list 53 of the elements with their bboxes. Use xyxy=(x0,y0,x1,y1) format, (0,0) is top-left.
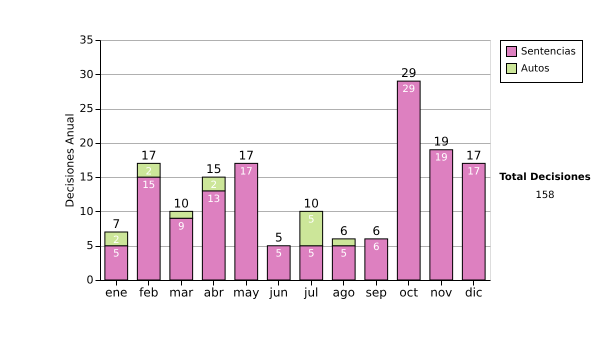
y-axis-title: Decisiones Anual xyxy=(64,113,77,208)
data-label: 5 xyxy=(308,248,314,260)
data-label: 6 xyxy=(373,242,380,253)
x-tick-label: jun xyxy=(268,286,288,300)
total-label: 10 xyxy=(304,196,319,210)
text: Total Decisiones xyxy=(499,172,591,183)
total-label: 19 xyxy=(434,134,449,149)
x-tick-label: ene xyxy=(105,286,128,300)
total-label: 6 xyxy=(372,224,380,238)
data-label: 5 xyxy=(308,214,314,226)
total-label: 17 xyxy=(141,148,156,162)
data-label: 2 xyxy=(113,235,120,246)
x-tick-label: abr xyxy=(204,286,224,300)
data-label: 5 xyxy=(276,248,282,260)
data-label: 9 xyxy=(178,221,184,232)
y-tick-label: 35 xyxy=(80,34,94,46)
total-label: 10 xyxy=(174,196,189,210)
data-label: 2 xyxy=(210,180,217,192)
total-label: 17 xyxy=(466,148,482,162)
y-tick-label: 0 xyxy=(86,274,94,286)
total-label: 15 xyxy=(206,162,222,176)
y-tick-label: 20 xyxy=(80,136,94,150)
y-tick-label: 10 xyxy=(80,204,94,218)
x-tick-label: mar xyxy=(169,286,194,300)
x-tick-label: ago xyxy=(332,286,355,300)
x-tick-label: oct xyxy=(399,286,418,300)
data-label: 17 xyxy=(240,166,253,178)
total-label: 5 xyxy=(274,230,283,245)
legend-label: Autos xyxy=(521,64,550,74)
data-label: 17 xyxy=(467,166,480,178)
y-tick-label: 15 xyxy=(80,170,94,184)
y-tick-label: 5 xyxy=(86,239,94,252)
x-tick-label: may xyxy=(233,286,260,300)
total-label: 29 xyxy=(401,66,416,80)
x-tick-label: sep xyxy=(366,286,387,300)
x-tick-label: dic xyxy=(464,286,483,300)
text: 158 xyxy=(535,190,555,201)
x-tick-label: feb xyxy=(139,286,158,300)
y-tick-label: 30 xyxy=(80,68,94,81)
data-label: 13 xyxy=(207,194,220,205)
legend-label: Sentencias xyxy=(521,46,576,58)
data-label: 19 xyxy=(434,152,448,164)
data-label: 5 xyxy=(113,248,120,260)
x-tick-label: jul xyxy=(303,286,318,300)
x-tick-label: nov xyxy=(430,286,452,300)
total-label: 7 xyxy=(112,217,120,231)
data-label: 5 xyxy=(340,248,347,260)
total-label: 17 xyxy=(238,148,254,162)
total-label: 6 xyxy=(340,224,348,238)
data-label: 29 xyxy=(402,84,416,96)
data-label: 2 xyxy=(146,166,152,178)
y-tick-label: 25 xyxy=(80,102,94,116)
data-label: 15 xyxy=(142,180,156,192)
